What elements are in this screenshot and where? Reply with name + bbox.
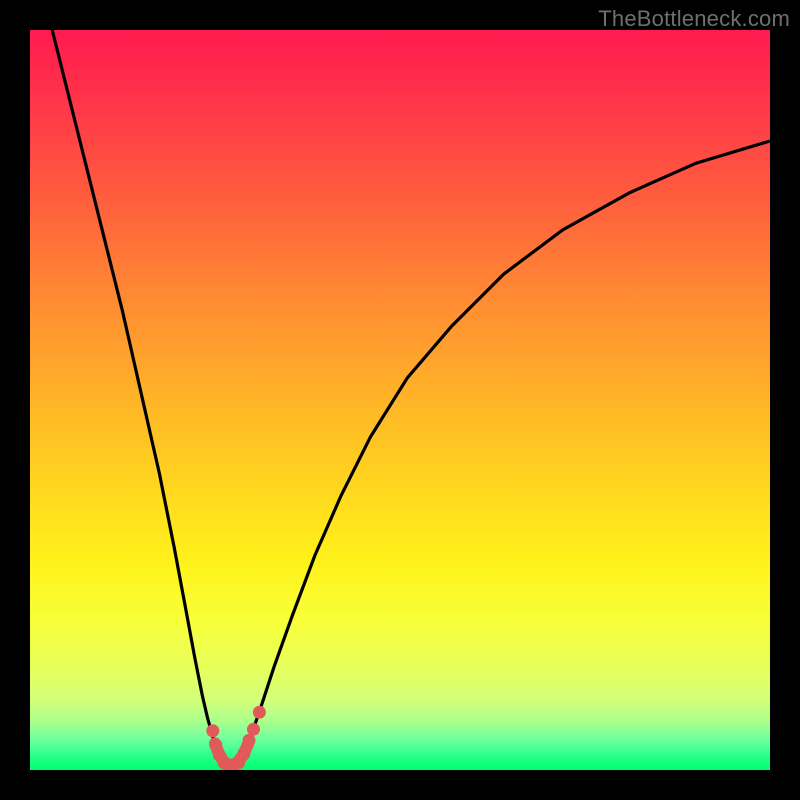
valley-marker <box>253 706 266 719</box>
watermark-text: TheBottleneck.com <box>598 6 790 32</box>
chart-outer-frame: TheBottleneck.com <box>0 0 800 800</box>
valley-marker <box>206 724 219 737</box>
valley-marker <box>237 747 250 760</box>
bottleneck-chart <box>0 0 800 800</box>
valley-marker <box>247 723 260 736</box>
valley-marker <box>243 734 256 747</box>
gradient-background <box>30 30 770 770</box>
